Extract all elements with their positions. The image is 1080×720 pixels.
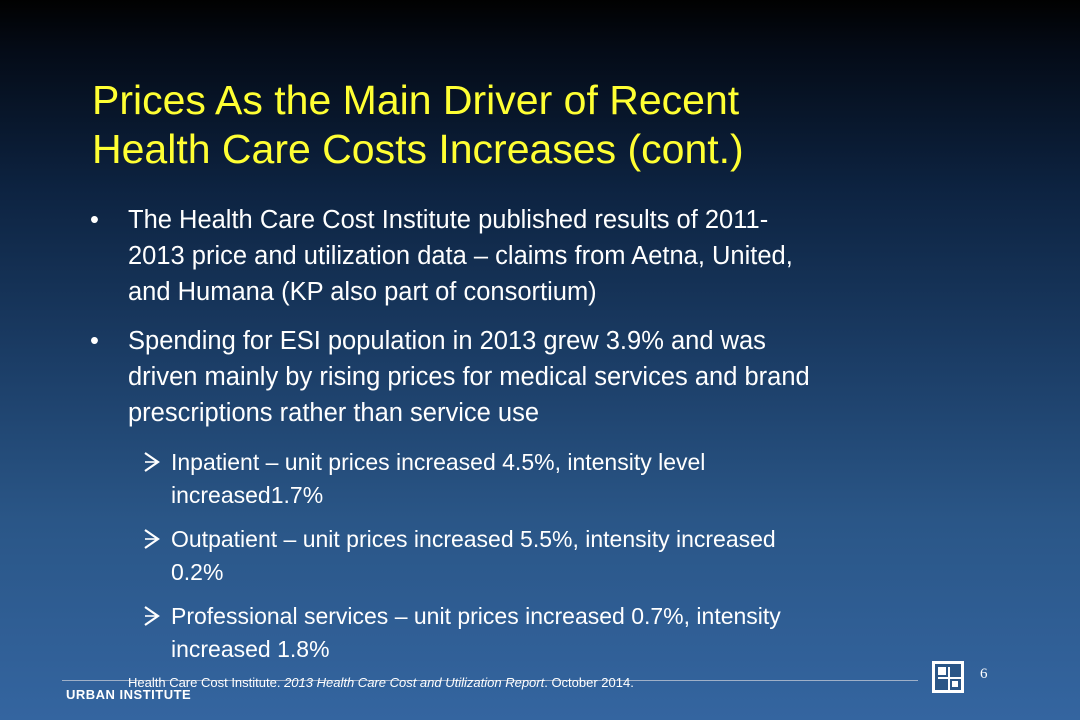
bullet-line: The Health Care Cost Institute published…: [128, 206, 769, 234]
bullet-icon: •: [90, 327, 99, 355]
sub-bullet-line: 0.2%: [171, 559, 224, 585]
arrow-bullet-icon: [144, 529, 160, 549]
source-prefix: Health Care Cost Institute.: [128, 675, 285, 690]
footer-divider: [62, 680, 918, 681]
bullet-list: • The Health Care Cost Institute publish…: [90, 202, 990, 444]
sub-bullet-line: Outpatient – unit prices increased 5.5%,…: [171, 526, 776, 552]
slide-title: Prices As the Main Driver of Recent Heal…: [92, 76, 992, 174]
slide-title-line: Prices As the Main Driver of Recent: [92, 77, 740, 123]
source-suffix: . October 2014.: [544, 675, 634, 690]
sub-bullet-line: increased1.7%: [171, 482, 324, 508]
arrow-bullet-icon: [144, 452, 160, 472]
footer-organization: URBAN INSTITUTE: [66, 687, 192, 702]
sub-bullet-line: Inpatient – unit prices increased 4.5%, …: [171, 449, 706, 475]
slide-title-line: Health Care Costs Increases (cont.): [92, 126, 744, 172]
sub-bullet-item: Professional services – unit prices incr…: [142, 600, 972, 666]
bullet-item: • Spending for ESI population in 2013 gr…: [90, 323, 990, 431]
bullet-item: • The Health Care Cost Institute publish…: [90, 202, 990, 310]
footer-source-citation: Health Care Cost Institute. 2013 Health …: [128, 675, 634, 690]
sub-bullet-list: Inpatient – unit prices increased 4.5%, …: [142, 446, 972, 677]
bullet-line: prescriptions rather than service use: [128, 399, 540, 427]
sub-bullet-item: Outpatient – unit prices increased 5.5%,…: [142, 523, 972, 589]
bullet-line: and Humana (KP also part of consortium): [128, 278, 597, 306]
sub-bullet-line: Professional services – unit prices incr…: [171, 603, 781, 629]
bullet-line: driven mainly by rising prices for medic…: [128, 363, 810, 391]
sub-bullet-line: increased 1.8%: [171, 636, 330, 662]
bullet-icon: •: [90, 206, 99, 234]
sub-bullet-item: Inpatient – unit prices increased 4.5%, …: [142, 446, 972, 512]
bullet-line: 2013 price and utilization data – claims…: [128, 242, 793, 270]
page-number: 6: [980, 666, 988, 682]
urban-institute-logo-icon: [932, 661, 964, 693]
source-title: 2013 Health Care Cost and Utilization Re…: [284, 675, 545, 690]
arrow-bullet-icon: [144, 606, 160, 626]
bullet-line: Spending for ESI population in 2013 grew…: [128, 327, 766, 355]
